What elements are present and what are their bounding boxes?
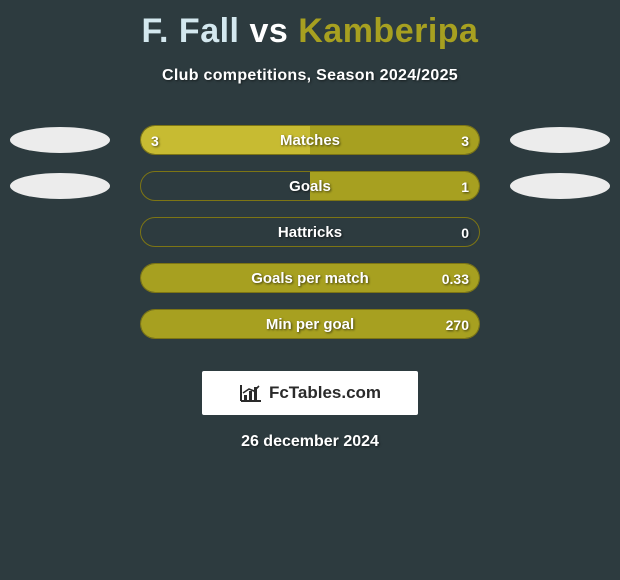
stat-bar: 270Min per goal — [140, 309, 480, 339]
team-marker-left — [10, 127, 110, 153]
team-marker-placeholder — [510, 219, 610, 245]
stat-label: Min per goal — [141, 310, 479, 339]
chart-icon — [239, 383, 263, 403]
stats-container: 33Matches 1Goals 0Hattricks 0.33Goals per m… — [0, 117, 620, 347]
team-marker-left — [10, 173, 110, 199]
team-marker-placeholder — [510, 311, 610, 337]
branding-badge: FcTables.com — [202, 371, 418, 415]
stat-row: 33Matches — [0, 117, 620, 163]
comparison-title: F. Fall vs Kamberipa — [0, 0, 620, 51]
stat-row: 270Min per goal — [0, 301, 620, 347]
stat-label: Matches — [141, 126, 479, 155]
team-marker-placeholder — [10, 265, 110, 291]
team-marker-placeholder — [10, 219, 110, 245]
stat-row: 1Goals — [0, 163, 620, 209]
stat-row: 0.33Goals per match — [0, 255, 620, 301]
stat-bar: 0Hattricks — [140, 217, 480, 247]
stat-bar: 33Matches — [140, 125, 480, 155]
player-left-name: F. Fall — [142, 12, 240, 50]
team-marker-right — [510, 173, 610, 199]
team-marker-placeholder — [510, 265, 610, 291]
branding-text: FcTables.com — [269, 383, 381, 403]
subtitle: Club competitions, Season 2024/2025 — [0, 67, 620, 85]
team-marker-placeholder — [10, 311, 110, 337]
stat-label: Goals per match — [141, 264, 479, 293]
stat-row: 0Hattricks — [0, 209, 620, 255]
stat-label: Goals — [141, 172, 479, 201]
stat-bar: 1Goals — [140, 171, 480, 201]
stat-bar: 0.33Goals per match — [140, 263, 480, 293]
stat-label: Hattricks — [141, 218, 479, 247]
date-label: 26 december 2024 — [0, 433, 620, 451]
vs-separator: vs — [249, 12, 288, 50]
player-right-name: Kamberipa — [298, 12, 478, 50]
team-marker-right — [510, 127, 610, 153]
